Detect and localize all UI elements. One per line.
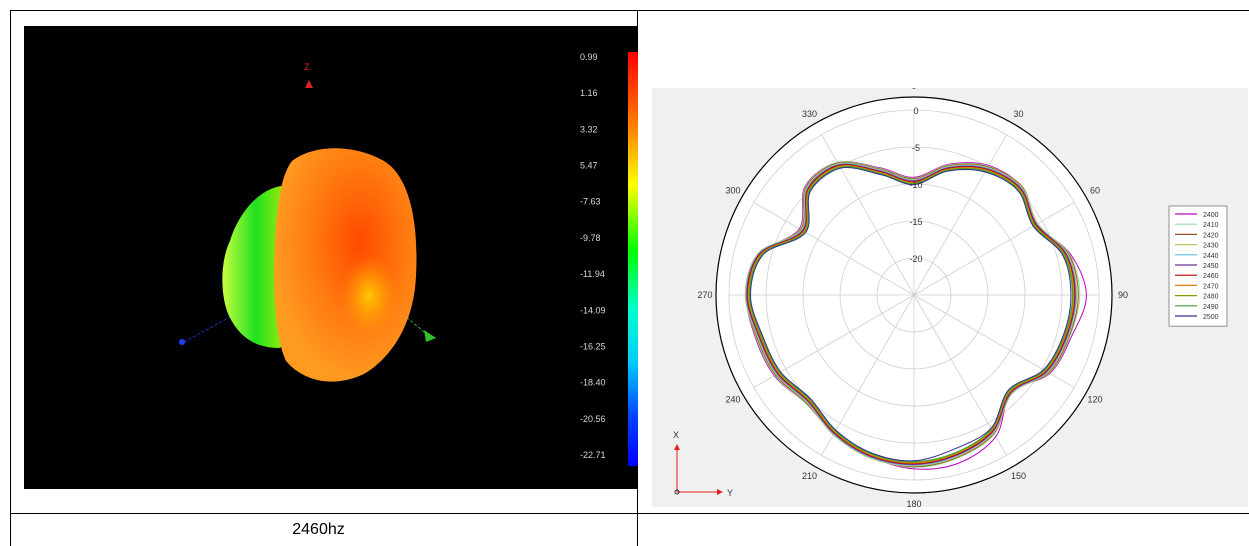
radial-tick-label: -10 xyxy=(909,180,922,190)
angle-tick-label: 150 xyxy=(1011,471,1026,481)
legend-label: 2430 xyxy=(1203,243,1219,250)
legend-label: 2410 xyxy=(1203,222,1219,229)
angle-tick-label: 240 xyxy=(725,395,740,405)
coord-x-arrow xyxy=(674,444,680,450)
legend-label: 2470 xyxy=(1203,283,1219,290)
colorbar-tick-label: -16.25 xyxy=(580,341,606,351)
y-axis-marker xyxy=(179,339,185,345)
coord-y-label: Y xyxy=(727,488,733,498)
radiation-pattern-3d: Z 0.99 1.16 3.32 5.47 -7.63 -9.78 -11.94 -14.09… xyxy=(24,26,638,489)
legend: 2400 2410 2420 2430 2440 2450 2460 2470 2480 2490… xyxy=(1168,205,1228,327)
colorbar-tick-label: -22.71 xyxy=(580,450,606,460)
legend-label: 2400 xyxy=(1203,212,1219,219)
angle-tick-label: 300 xyxy=(725,186,740,196)
series-line-2440 xyxy=(745,163,1077,466)
coord-x-label: X xyxy=(673,430,679,440)
colorbar xyxy=(628,52,638,466)
x-axis-arrow xyxy=(424,330,436,342)
colorbar-tick-label: -7.63 xyxy=(580,197,601,207)
colorbar-tick-label: 5.47 xyxy=(580,161,598,171)
angle-tick-label: 90 xyxy=(1118,290,1128,300)
colorbar-tick-label: -20.56 xyxy=(580,414,606,424)
colorbar-tick-label: -18.40 xyxy=(580,378,606,388)
series-line-2460 xyxy=(746,164,1076,465)
table-border-row xyxy=(10,513,1249,514)
colorbar-tick-label: 3.32 xyxy=(580,124,598,134)
table-border-left xyxy=(10,10,11,546)
angle-tick-label: 0 xyxy=(911,88,916,91)
angle-tick-label: 330 xyxy=(802,109,817,119)
legend-label: 2500 xyxy=(1203,314,1219,321)
radial-tick-label: -20 xyxy=(909,254,922,264)
series-line-2480 xyxy=(748,165,1074,463)
polar-grid xyxy=(715,96,1113,494)
angle-tick-label: 270 xyxy=(697,290,712,300)
legend-label: 2420 xyxy=(1203,232,1219,239)
legend-box xyxy=(1168,205,1228,327)
series-line-2450 xyxy=(746,163,1076,466)
angle-tick-label: 60 xyxy=(1090,186,1100,196)
caption-frequency: 2460hz xyxy=(292,521,345,538)
legend-label: 2440 xyxy=(1203,253,1219,260)
table-border-top xyxy=(10,10,1249,11)
legend-label: 2480 xyxy=(1203,294,1219,301)
radial-tick-label: -15 xyxy=(909,217,922,227)
polar-grid-spoke xyxy=(913,202,1075,296)
legend-label: 2450 xyxy=(1203,263,1219,270)
z-axis-arrow xyxy=(305,80,313,88)
series-line-2430 xyxy=(744,162,1078,467)
polar-grid-spoke xyxy=(821,134,915,296)
angle-tick-label: 180 xyxy=(906,499,921,507)
lobe-highlight xyxy=(341,256,397,336)
colorbar-tick-label: -11.94 xyxy=(580,269,605,279)
polar-grid-spoke xyxy=(821,294,915,456)
radial-tick-label: 0 xyxy=(913,106,918,116)
angle-tick-label: 120 xyxy=(1087,395,1102,405)
angle-tick-label: 210 xyxy=(802,471,817,481)
series-line-2470 xyxy=(747,165,1075,464)
series-line-2490 xyxy=(749,166,1073,463)
legend-label: 2460 xyxy=(1203,273,1219,280)
z-axis-label: Z xyxy=(304,62,310,72)
lobe-main-orange xyxy=(274,148,417,382)
coord-y-arrow xyxy=(717,489,723,495)
series-line-2500 xyxy=(749,167,1072,462)
polar-series xyxy=(744,161,1087,470)
colorbar-tick-label: 0.99 xyxy=(580,52,598,62)
colorbar-tick-label: -14.09 xyxy=(580,305,606,315)
polar-chart-panel: 0 30 60 90 120 150 180 210 240 270 300 330 0 -5 -10 -15… xyxy=(652,88,1248,507)
colorbar-tick-label: 1.16 xyxy=(580,88,598,98)
legend-label: 2490 xyxy=(1203,304,1219,311)
polar-labels: 0 30 60 90 120 150 180 210 240 270 300 330 0 -5 -10 -15… xyxy=(697,88,1128,507)
colorbar-tick-label: -9.78 xyxy=(580,233,601,243)
polar-grid-spoke xyxy=(753,202,915,296)
radial-tick-label: -5 xyxy=(912,143,920,153)
coordinate-indicator: XY xyxy=(673,430,733,498)
polar-grid-spoke xyxy=(913,134,1007,296)
angle-tick-label: 30 xyxy=(1013,109,1023,119)
coord-origin xyxy=(674,489,680,495)
colorbar-ticks: 0.99 1.16 3.32 5.47 -7.63 -9.78 -11.94 -14.09 -1… xyxy=(580,52,606,460)
